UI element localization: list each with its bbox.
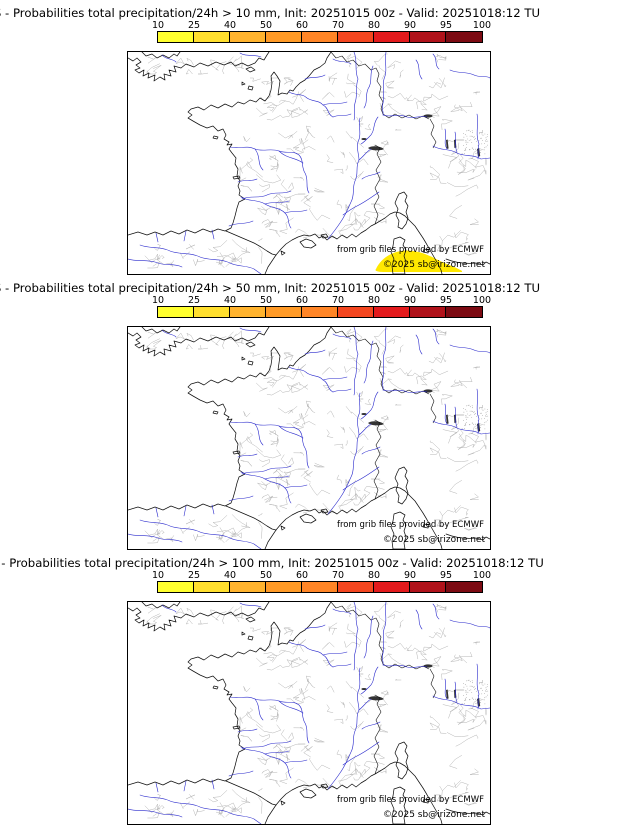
tick-label: 10 <box>151 20 165 31</box>
map-panel: from grib files provided by ECMWF ©2025 … <box>127 601 491 825</box>
colorbar-segment <box>230 32 266 42</box>
tick-label: 80 <box>367 20 381 31</box>
tick-label: 25 <box>187 20 201 31</box>
colorbar: 10 25 40 50 60 70 80 90 95 100 <box>0 296 630 318</box>
colorbar-segment <box>158 32 194 42</box>
colorbar-segment <box>158 307 194 317</box>
colorbar: 10 25 40 50 60 70 80 90 95 100 <box>0 571 630 593</box>
tick-label: 60 <box>295 570 309 581</box>
map-image <box>128 327 490 549</box>
colorbar-segment <box>230 307 266 317</box>
tick-label: 80 <box>367 295 381 306</box>
colorbar: 10 25 40 50 60 70 80 90 95 100 <box>0 21 630 43</box>
colorbar-segment <box>302 307 338 317</box>
tick-label: 100 <box>472 570 492 581</box>
colorbar-segment <box>446 582 482 592</box>
tick-label: 100 <box>472 20 492 31</box>
colorbar-segment <box>194 307 230 317</box>
tick-label: 25 <box>187 295 201 306</box>
copyright-text: ©2025 sb@irizone.net <box>383 535 485 545</box>
colorbar-segment <box>302 582 338 592</box>
colorbar-segment <box>266 32 302 42</box>
tick-label: 95 <box>439 295 453 306</box>
colorbar-segment <box>158 582 194 592</box>
tick-label: 70 <box>331 295 345 306</box>
colorbar-segment <box>338 582 374 592</box>
tick-label: 90 <box>403 295 417 306</box>
panel-title: IFS - Probabilities total precipitation/… <box>0 556 544 570</box>
colorbar-bar <box>157 581 483 593</box>
colorbar-segment <box>410 32 446 42</box>
panel-title: IFS - Probabilities total precipitation/… <box>0 281 541 295</box>
map-panel: from grib files provided by ECMWF ©2025 … <box>127 51 491 275</box>
tick-label: 10 <box>151 570 165 581</box>
tick-label: 10 <box>151 295 165 306</box>
panel-50mm: IFS - Probabilities total precipitation/… <box>0 275 630 550</box>
colorbar-segment <box>374 582 410 592</box>
colorbar-segment <box>302 32 338 42</box>
map-panel: from grib files provided by ECMWF ©2025 … <box>127 326 491 550</box>
colorbar-segment <box>266 582 302 592</box>
tick-label: 70 <box>331 570 345 581</box>
colorbar-segment <box>374 307 410 317</box>
colorbar-segment <box>230 582 266 592</box>
tick-label: 95 <box>439 20 453 31</box>
tick-label: 50 <box>259 295 273 306</box>
colorbar-segment <box>338 32 374 42</box>
tick-label: 90 <box>403 570 417 581</box>
colorbar-bar <box>157 306 483 318</box>
tick-label: 100 <box>472 295 492 306</box>
tick-label: 90 <box>403 20 417 31</box>
colorbar-segment <box>410 582 446 592</box>
tick-label: 50 <box>259 570 273 581</box>
colorbar-segment <box>194 32 230 42</box>
colorbar-segment <box>446 32 482 42</box>
colorbar-bar <box>157 31 483 43</box>
panel-100mm: IFS - Probabilities total precipitation/… <box>0 550 630 825</box>
colorbar-segment <box>266 307 302 317</box>
tick-label: 40 <box>223 20 237 31</box>
map-image <box>128 52 490 274</box>
colorbar-segment <box>338 307 374 317</box>
tick-label: 40 <box>223 570 237 581</box>
probability-overlay-blob <box>375 250 462 272</box>
colorbar-segment <box>446 307 482 317</box>
colorbar-segment <box>194 582 230 592</box>
tick-label: 70 <box>331 20 345 31</box>
tick-label: 50 <box>259 20 273 31</box>
panel-title: IFS - Probabilities total precipitation/… <box>0 6 541 20</box>
colorbar-segment <box>374 32 410 42</box>
colorbar-segment <box>410 307 446 317</box>
attribution-text: from grib files provided by ECMWF <box>337 520 484 530</box>
attribution-text: from grib files provided by ECMWF <box>337 245 484 255</box>
attribution-text: from grib files provided by ECMWF <box>337 795 484 805</box>
tick-label: 60 <box>295 20 309 31</box>
panel-10mm: IFS - Probabilities total precipitation/… <box>0 0 630 275</box>
tick-label: 80 <box>367 570 381 581</box>
tick-label: 25 <box>187 570 201 581</box>
tick-label: 40 <box>223 295 237 306</box>
copyright-text: ©2025 sb@irizone.net <box>383 260 485 270</box>
copyright-text: ©2025 sb@irizone.net <box>383 810 485 820</box>
tick-label: 60 <box>295 295 309 306</box>
tick-label: 95 <box>439 570 453 581</box>
map-image <box>128 602 490 824</box>
